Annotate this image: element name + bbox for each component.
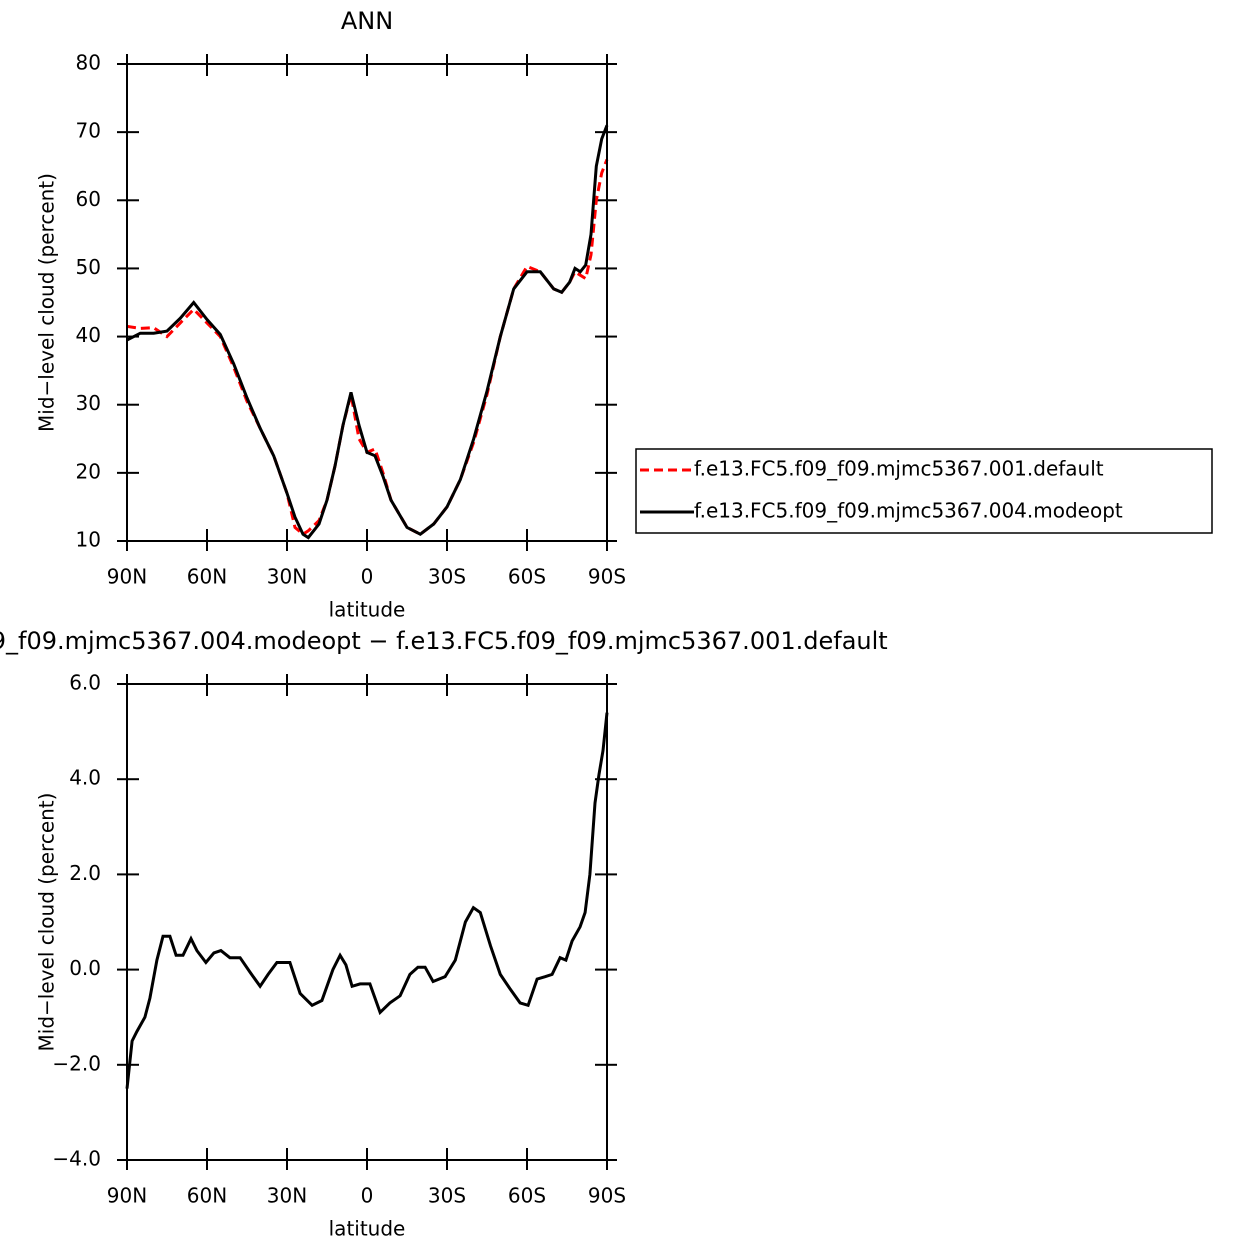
x-tick-label: 0 — [361, 1184, 374, 1208]
plot-frame — [126, 683, 608, 1161]
x-tick-label: 30N — [267, 565, 307, 589]
y-tick-label: −2.0 — [52, 1051, 101, 1075]
y-tick-label: 6.0 — [69, 671, 101, 695]
x-tick-label: 90N — [107, 1184, 147, 1208]
y-tick-label: 70 — [76, 119, 101, 143]
y-tick-label: 4.0 — [69, 766, 101, 790]
chart-title: ANN — [341, 7, 393, 35]
x-tick-label: 90N — [107, 565, 147, 589]
plot-frame — [126, 63, 608, 542]
x-tick-label: 60N — [187, 565, 227, 589]
x-tick-label: 90S — [588, 1184, 626, 1208]
legend-label: f.e13.FC5.f09_f09.mjmc5367.004.modeopt — [694, 499, 1123, 523]
data-line — [126, 124, 609, 540]
y-tick-label: 20 — [76, 459, 101, 483]
data-line — [126, 158, 609, 537]
y-tick-label: 30 — [76, 391, 101, 415]
y-tick-label: 80 — [76, 51, 101, 75]
x-tick-label: 30S — [428, 565, 466, 589]
legend-label: f.e13.FC5.f09_f09.mjmc5367.001.default — [694, 457, 1104, 481]
y-tick-label: −4.0 — [52, 1147, 101, 1171]
x-tick-label: 30S — [428, 1184, 466, 1208]
x-tick-label: 30N — [267, 1184, 307, 1208]
data-line — [125, 712, 609, 1089]
y-axis-label: Mid−level cloud (percent) — [35, 173, 59, 432]
y-tick-label: 60 — [76, 187, 101, 211]
x-axis-label: latitude — [329, 598, 406, 622]
legend-box — [635, 448, 1213, 534]
y-axis-label: Mid−level cloud (percent) — [35, 793, 59, 1052]
y-tick-label: 10 — [76, 528, 101, 552]
x-tick-label: 0 — [361, 565, 374, 589]
x-tick-label: 60S — [508, 565, 546, 589]
y-tick-label: 2.0 — [69, 861, 101, 885]
x-tick-label: 60S — [508, 1184, 546, 1208]
chart-title: f.e13.FC5.f09_f09.mjmc5367.004.modeopt −… — [0, 627, 888, 655]
y-tick-label: 0.0 — [69, 956, 101, 980]
x-axis-label: latitude — [329, 1217, 406, 1241]
x-tick-label: 60N — [187, 1184, 227, 1208]
x-tick-label: 90S — [588, 565, 626, 589]
y-tick-label: 40 — [76, 323, 101, 347]
y-tick-label: 50 — [76, 255, 101, 279]
